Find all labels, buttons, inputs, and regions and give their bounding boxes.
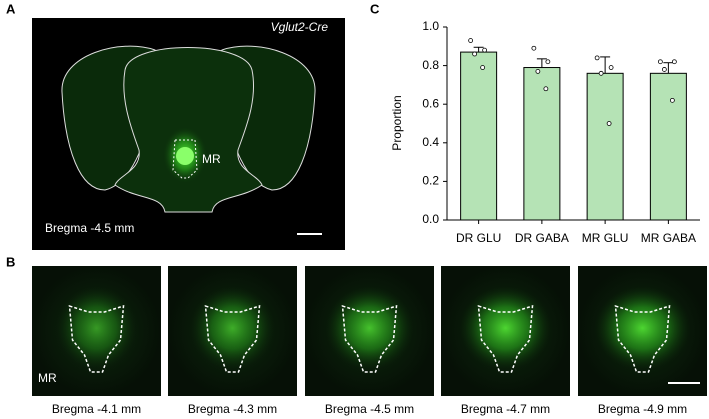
- data-point: [594, 55, 600, 61]
- y-tick-label: 0.2: [422, 174, 439, 188]
- outline: [477, 304, 534, 373]
- data-point: [606, 121, 612, 126]
- x-tick-label: MR GABA: [641, 231, 696, 245]
- x-tick-label: DR GLU: [456, 231, 501, 245]
- data-point: [482, 47, 488, 53]
- data-point: [545, 59, 551, 65]
- signal: [594, 286, 691, 370]
- bregma-label: Bregma -4.5 mm: [325, 402, 414, 416]
- data-point: [480, 65, 486, 70]
- y-tick-label: 1.0: [422, 19, 439, 33]
- data-point: [598, 70, 604, 76]
- outline: [614, 304, 671, 373]
- data-point: [671, 59, 677, 65]
- region-label: MR: [38, 371, 57, 385]
- y-tick-label: 0.8: [422, 58, 439, 72]
- data-point: [468, 38, 474, 43]
- signal: [325, 286, 414, 370]
- y-tick-label: 0.6: [422, 96, 439, 110]
- bregma-label: Bregma -4.3 mm: [188, 402, 277, 416]
- signal: [459, 286, 552, 370]
- data-point: [657, 59, 663, 65]
- error-bar: [473, 46, 484, 53]
- data-point: [535, 68, 541, 74]
- bregma-label: Bregma -4.7 mm: [461, 402, 550, 416]
- panel-label: C: [370, 1, 380, 16]
- y-tick-label: 0.4: [422, 135, 439, 149]
- data-point: [608, 65, 614, 70]
- region-label: MR: [202, 152, 221, 166]
- error-bar: [536, 58, 547, 68]
- data-point: [543, 86, 549, 92]
- genotype: Vglut2-Cre: [271, 20, 329, 34]
- x-tick-label: DR GABA: [515, 231, 569, 245]
- bregma-label: Bregma -4.1 mm: [52, 402, 141, 416]
- bar: [523, 67, 561, 221]
- bar: [586, 72, 624, 221]
- panel-label: B: [6, 254, 15, 269]
- outline: [172, 139, 198, 179]
- bar: [649, 72, 687, 221]
- y-axis-label: Proportion: [390, 95, 404, 150]
- signal: [56, 286, 137, 370]
- signal: [176, 147, 194, 165]
- data-point: [472, 51, 478, 57]
- data-point: [669, 97, 675, 103]
- bar: [460, 51, 498, 221]
- data-point: [661, 67, 667, 72]
- signal: [190, 286, 275, 370]
- image-row: Bregma -4.1 mm Bregma -4.3 mm Bregma -4.5 …: [32, 266, 707, 416]
- error-bar: [600, 56, 611, 74]
- outline: [204, 304, 261, 373]
- x-tick-label: MR GLU: [582, 231, 629, 245]
- bregma-label: Bregma -4.9 mm: [598, 402, 687, 416]
- outline: [68, 304, 125, 373]
- outline: [341, 304, 398, 373]
- error-bar: [663, 62, 674, 74]
- chart: 0.0 0.2 0.4 0.6 0.8 1.0 DR GLU DR GABA MR GLU MR …: [422, 19, 700, 245]
- data-point: [531, 45, 537, 51]
- y-tick-label: 0.0: [422, 212, 439, 226]
- bregma-label: Bregma -4.5 mm: [45, 221, 134, 235]
- panel-label: A: [6, 1, 16, 16]
